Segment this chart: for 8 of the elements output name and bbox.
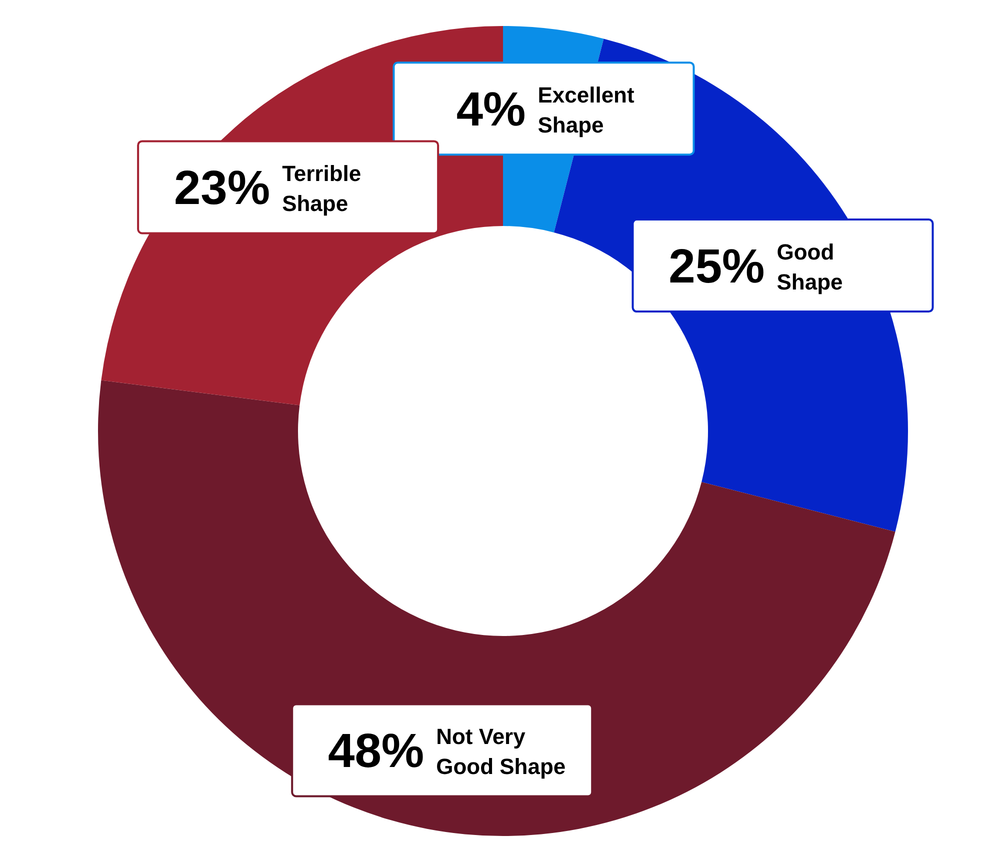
slice-label: Not Very Good Shape <box>436 724 566 780</box>
data-label: 25% <box>668 240 765 294</box>
slice-label: Terrible Shape <box>282 161 362 216</box>
data-label: 48% <box>328 725 424 778</box>
data-label: 4% <box>456 84 526 137</box>
slice-label: Excellent Shape <box>538 82 636 138</box>
data-label: 23% <box>174 162 270 216</box>
slice-label: Good Shape <box>776 240 843 295</box>
